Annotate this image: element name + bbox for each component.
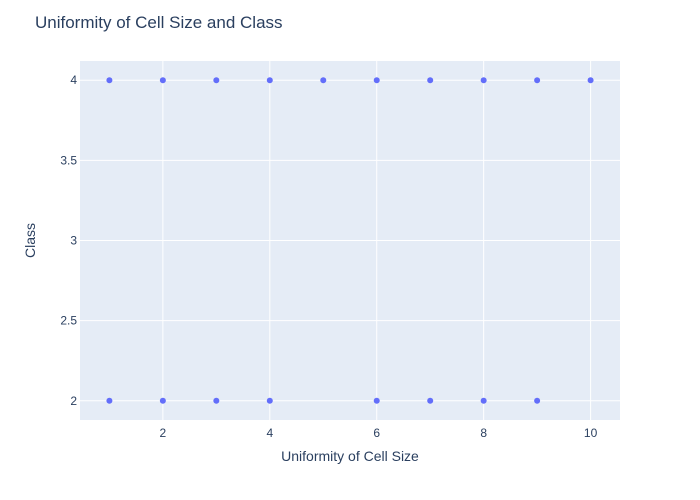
x-axis-title: Uniformity of Cell Size xyxy=(281,448,419,464)
data-point xyxy=(213,77,220,84)
data-point xyxy=(159,77,166,84)
y-tick-label: 2.5 xyxy=(60,314,77,328)
scatter-points xyxy=(106,77,594,404)
data-point xyxy=(106,397,113,404)
grid-lines xyxy=(80,61,620,420)
data-point xyxy=(534,77,541,84)
y-tick-label: 2 xyxy=(70,394,77,408)
x-tick-label: 6 xyxy=(373,426,380,440)
data-point xyxy=(427,77,434,84)
data-point xyxy=(213,397,220,404)
data-point xyxy=(587,77,594,84)
y-axis-title: Class xyxy=(22,223,38,258)
data-point xyxy=(480,397,487,404)
data-point xyxy=(320,77,327,84)
x-tick-label: 2 xyxy=(160,426,167,440)
data-point xyxy=(266,397,273,404)
y-tick-label: 3.5 xyxy=(60,153,77,167)
data-point xyxy=(106,77,113,84)
x-tick-label: 4 xyxy=(266,426,273,440)
data-point xyxy=(534,397,541,404)
y-tick-label: 4 xyxy=(70,73,77,87)
data-point xyxy=(373,397,380,404)
data-point xyxy=(480,77,487,84)
chart-title: Uniformity of Cell Size and Class xyxy=(35,13,283,32)
data-point xyxy=(427,397,434,404)
y-tick-label: 3 xyxy=(70,234,77,248)
data-point xyxy=(266,77,273,84)
x-tick-label: 10 xyxy=(584,426,598,440)
data-point xyxy=(373,77,380,84)
data-point xyxy=(159,397,166,404)
tick-labels: 2 4 6 8 10 2 2.5 3 3.5 4 xyxy=(60,73,597,440)
x-tick-label: 8 xyxy=(480,426,487,440)
